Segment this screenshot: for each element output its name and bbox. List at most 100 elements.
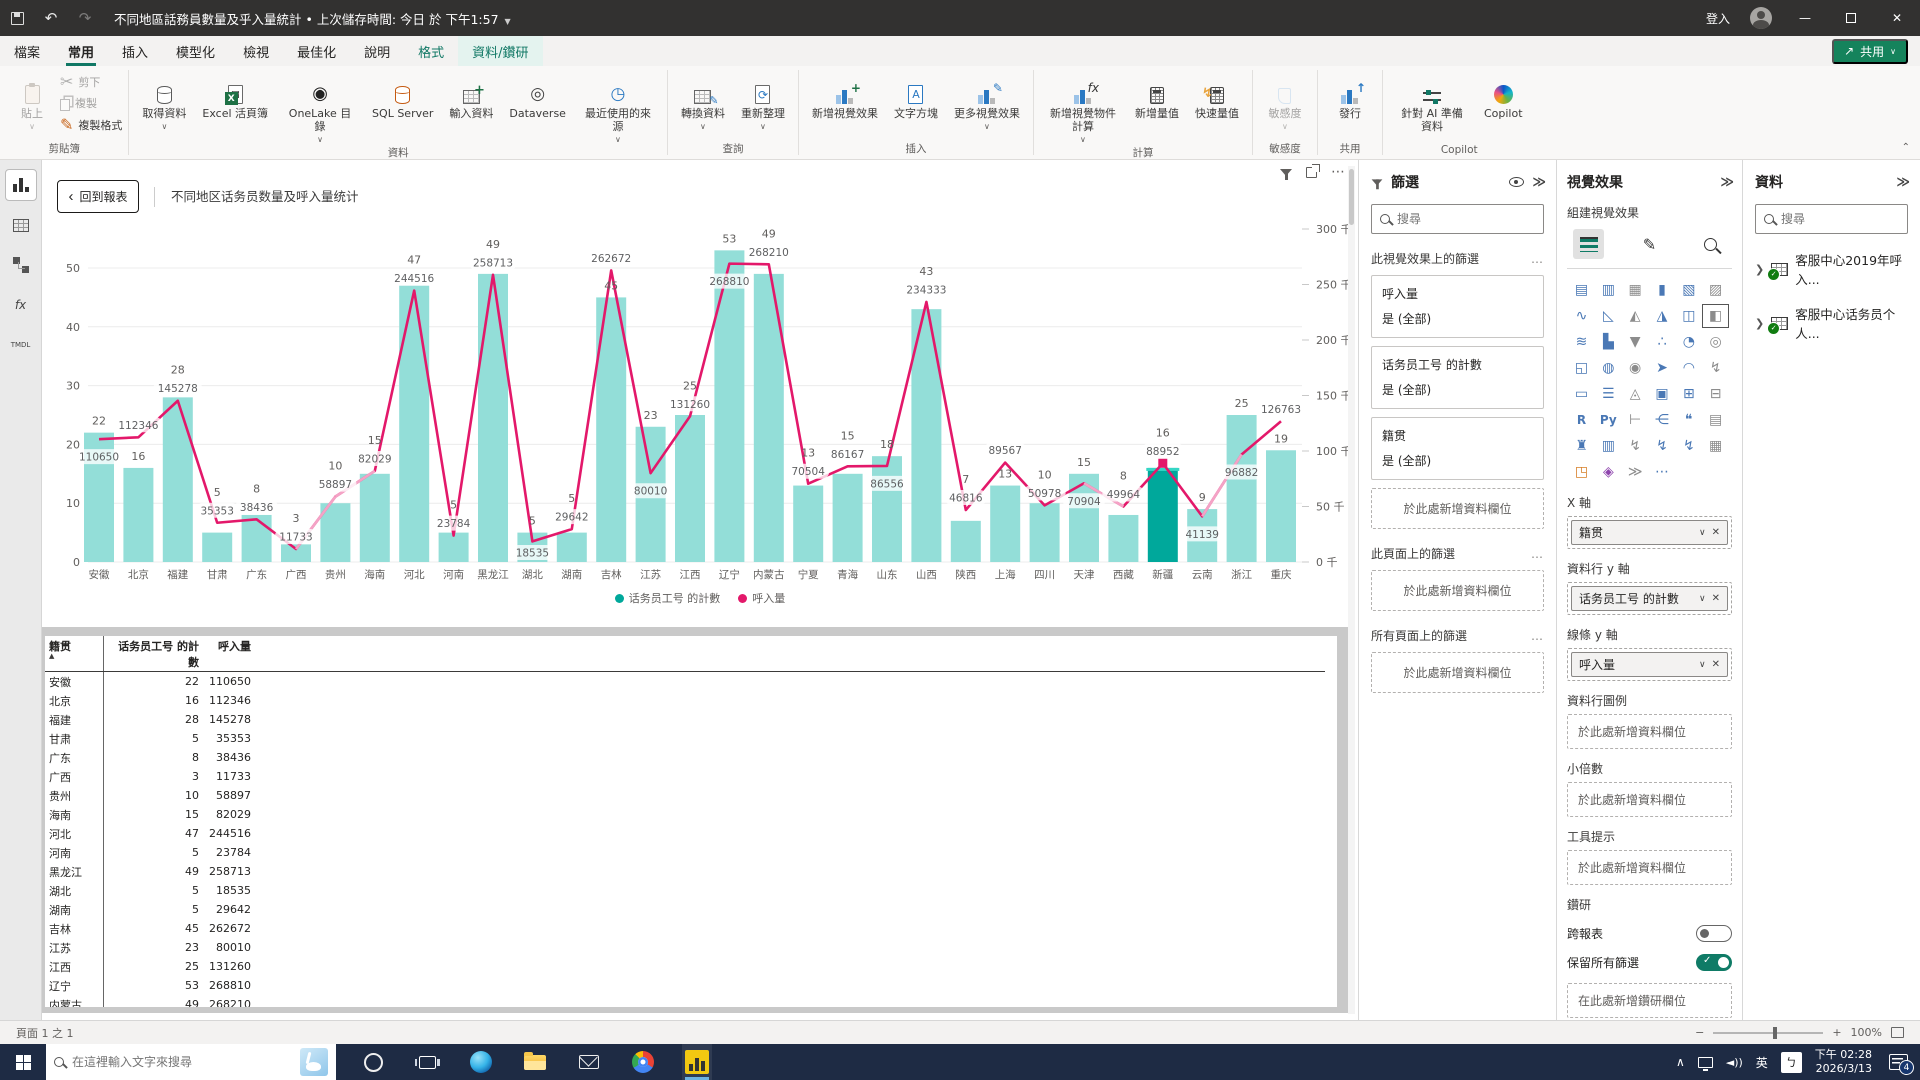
- visual-type-matrix[interactable]: ⊟: [1709, 386, 1722, 402]
- field-chip-呼入量[interactable]: 呼入量 ∨ ✕: [1571, 652, 1728, 677]
- visual-type-100-stacked-area-chart[interactable]: ◮: [1656, 308, 1668, 324]
- rail-item-report-view[interactable]: [4, 169, 37, 201]
- eye-icon[interactable]: [1509, 177, 1525, 187]
- remove-field-icon[interactable]: ✕: [1711, 527, 1720, 538]
- menu-tab-常用[interactable]: 常用: [54, 36, 108, 66]
- visual-type-image[interactable]: ▦: [1709, 438, 1723, 454]
- remove-field-icon[interactable]: ✕: [1711, 593, 1720, 604]
- ribbon-button-Copilot[interactable]: Copilot: [1477, 70, 1530, 120]
- filter-dropzone[interactable]: 於此處新增資料欄位: [1371, 488, 1544, 529]
- notification-center-icon[interactable]: 4: [1889, 1054, 1914, 1075]
- menu-tab-資料/鑽研[interactable]: 資料/鑽研: [458, 36, 543, 66]
- search-highlight-swan-image[interactable]: [300, 1048, 328, 1076]
- close-button[interactable]: ✕: [1891, 11, 1903, 25]
- table-row[interactable]: 福建 28 145278: [45, 710, 1325, 729]
- well-dropzone[interactable]: 於此處新增資料欄位: [1567, 714, 1732, 749]
- cortana-icon[interactable]: [358, 1044, 388, 1080]
- ribbon-button-OneLake 目錄[interactable]: ◉ OneLake 目錄 ∨: [288, 83, 352, 145]
- volume-icon[interactable]: ◄)): [1725, 1055, 1743, 1069]
- table-row[interactable]: 甘肃 5 35353: [45, 729, 1325, 748]
- ribbon-button-發行[interactable]: ↑ 發行: [1338, 81, 1366, 120]
- section-more-icon[interactable]: …: [1531, 546, 1544, 561]
- expand-chevron-icon[interactable]: ❯: [1755, 262, 1765, 276]
- zoom-out-icon[interactable]: −: [1695, 1026, 1705, 1039]
- ribbon-button-SQL Server[interactable]: SQL Server: [365, 70, 440, 120]
- rail-item-dax-query-view[interactable]: fx: [14, 298, 27, 312]
- filter-dropzone[interactable]: 於此處新增資料欄位: [1371, 570, 1544, 611]
- ribbon-button-剪下[interactable]: ✂ 剪下: [60, 72, 101, 91]
- task-view-icon[interactable]: [412, 1044, 442, 1080]
- chevron-down-icon[interactable]: ∨: [1699, 593, 1706, 604]
- visual-type-power-automate-a[interactable]: ↯: [1656, 438, 1668, 454]
- table-row[interactable]: 广西 3 11733: [45, 767, 1325, 786]
- filter-dropzone[interactable]: 於此處新增資料欄位: [1371, 652, 1544, 693]
- table-row[interactable]: 河北 47 244516: [45, 824, 1325, 843]
- section-more-icon[interactable]: …: [1531, 628, 1544, 643]
- section-more-icon[interactable]: …: [1531, 251, 1544, 266]
- tab-build-visual[interactable]: [1573, 229, 1604, 268]
- visual-type-azure-map[interactable]: ➤: [1656, 360, 1668, 376]
- visual-type-power-apps[interactable]: ↯: [1629, 438, 1642, 454]
- menu-tab-格式[interactable]: 格式: [418, 45, 445, 61]
- visual-type-pie-chart[interactable]: ◔: [1682, 334, 1695, 350]
- visual-type-stacked-column-chart[interactable]: ▥: [1601, 282, 1615, 298]
- visual-type-slicer-new[interactable]: ⊢: [1629, 412, 1642, 428]
- table-row[interactable]: 广东 8 38436: [45, 748, 1325, 767]
- taskbar-clock[interactable]: 下午 02:28 2026/3/13: [1814, 1047, 1872, 1075]
- ribbon-button-Dataverse[interactable]: ◎ Dataverse: [509, 84, 566, 120]
- table-row[interactable]: 江苏 23 80010: [45, 938, 1325, 957]
- ribbon-button-新增量值[interactable]: 新增量值: [1128, 70, 1186, 120]
- visual-type-line-chart[interactable]: ∿: [1575, 308, 1588, 324]
- legend-item[interactable]: 呼入量: [738, 590, 785, 606]
- table-row[interactable]: 辽宁 53 268810: [45, 976, 1325, 995]
- ribbon-button-最近使用的來源[interactable]: ◷ 最近使用的來源 ∨: [584, 84, 651, 145]
- visual-type-paginated-report[interactable]: ▥: [1601, 438, 1615, 454]
- table-row[interactable]: 江西 25 131260: [45, 957, 1325, 976]
- ribbon-button-轉換資料[interactable]: ✎ 轉換資料 ∨: [674, 70, 732, 131]
- rail-item-model-view[interactable]: [6, 250, 36, 280]
- taskbar-search-input[interactable]: [72, 1055, 292, 1069]
- legend-item[interactable]: 话务员工号 的計數: [614, 590, 720, 606]
- column-header-籍贯[interactable]: 籍贯 ▲: [45, 636, 104, 672]
- visual-type-multi-row-card[interactable]: ☰: [1602, 386, 1615, 402]
- rail-item-tmdl-view[interactable]: TMDL: [10, 341, 31, 349]
- ribbon-button-針對 AI 準備資料[interactable]: 針對 AI 準備資料: [1389, 70, 1475, 133]
- save-icon[interactable]: [0, 0, 34, 36]
- title-dropdown-icon[interactable]: ▼: [504, 16, 511, 26]
- ribbon-button-輸入資料[interactable]: + 輸入資料: [449, 83, 494, 120]
- visual-type-line-and-clustered-column-chart[interactable]: ◧: [1702, 304, 1730, 328]
- visual-type-stacked-area-chart[interactable]: ◭: [1629, 308, 1641, 324]
- tray-expand-icon[interactable]: ∧: [1675, 1055, 1685, 1069]
- data-table[interactable]: 籍贯 ▲ 话务员工号 的計數 呼入量 安徽 22 110650 北京 16 112346 福建 28 1…: [45, 636, 1325, 1007]
- filter-card-呼入量[interactable]: 呼入量是 (全部): [1371, 275, 1544, 338]
- table-row[interactable]: 北京 16 112346: [45, 691, 1325, 710]
- combo-chart[interactable]: 0 10 20 30 40 50 0 千 50 千 100 千 150 千 200 千 250 千 30…: [50, 215, 1352, 587]
- field-chip-话务员工号 的計數[interactable]: 话务员工号 的計數 ∨ ✕: [1571, 586, 1728, 611]
- collapse-filters-icon[interactable]: ≫: [1532, 174, 1546, 190]
- table-row[interactable]: 海南 15 82029: [45, 805, 1325, 824]
- ribbon-button-Excel 活頁簿[interactable]: ▤XExcel 活頁簿: [195, 70, 275, 120]
- visual-type-100-stacked-column-chart[interactable]: ▨: [1709, 282, 1723, 298]
- column-header-话务员工号的計數[interactable]: 话务员工号 的計數: [103, 636, 203, 672]
- ribbon-button-更多視覺效果[interactable]: ✎ 更多視覺效果 ∨: [953, 81, 1020, 132]
- visual-type-kpi-lightning[interactable]: ↯: [1709, 360, 1722, 376]
- table-row[interactable]: 吉林 45 262672: [45, 919, 1325, 938]
- avatar[interactable]: [1750, 7, 1772, 29]
- menu-tab-檔案[interactable]: 檔案: [14, 45, 41, 61]
- visual-type-more-visuals[interactable]: ⋯: [1655, 464, 1669, 480]
- visual-type-python-visual[interactable]: Py: [1599, 413, 1617, 427]
- ribbon-button-重新整理[interactable]: ⟳ 重新整理 ∨: [734, 70, 792, 131]
- share-button[interactable]: ↗ 共用 ∨: [1832, 38, 1908, 64]
- filters-search[interactable]: [1371, 204, 1547, 234]
- visual-type-100-stacked-bar-chart[interactable]: ▧: [1682, 282, 1696, 298]
- visual-type-power-automate[interactable]: ≫: [1627, 464, 1643, 480]
- remove-field-icon[interactable]: ✕: [1711, 659, 1720, 670]
- data-search[interactable]: [1755, 204, 1920, 234]
- menu-tab-檢視[interactable]: 檢視: [243, 45, 270, 61]
- minimize-button[interactable]: —: [1799, 11, 1811, 25]
- visual-type-map[interactable]: ◍: [1602, 360, 1615, 376]
- well-dropzone[interactable]: 於此處新增資料欄位: [1567, 850, 1732, 885]
- back-to-report-button[interactable]: ‹ 回到報表: [57, 180, 139, 213]
- tab-format-visual[interactable]: ✎: [1634, 229, 1665, 259]
- more-options-icon[interactable]: ⋯: [1331, 164, 1346, 180]
